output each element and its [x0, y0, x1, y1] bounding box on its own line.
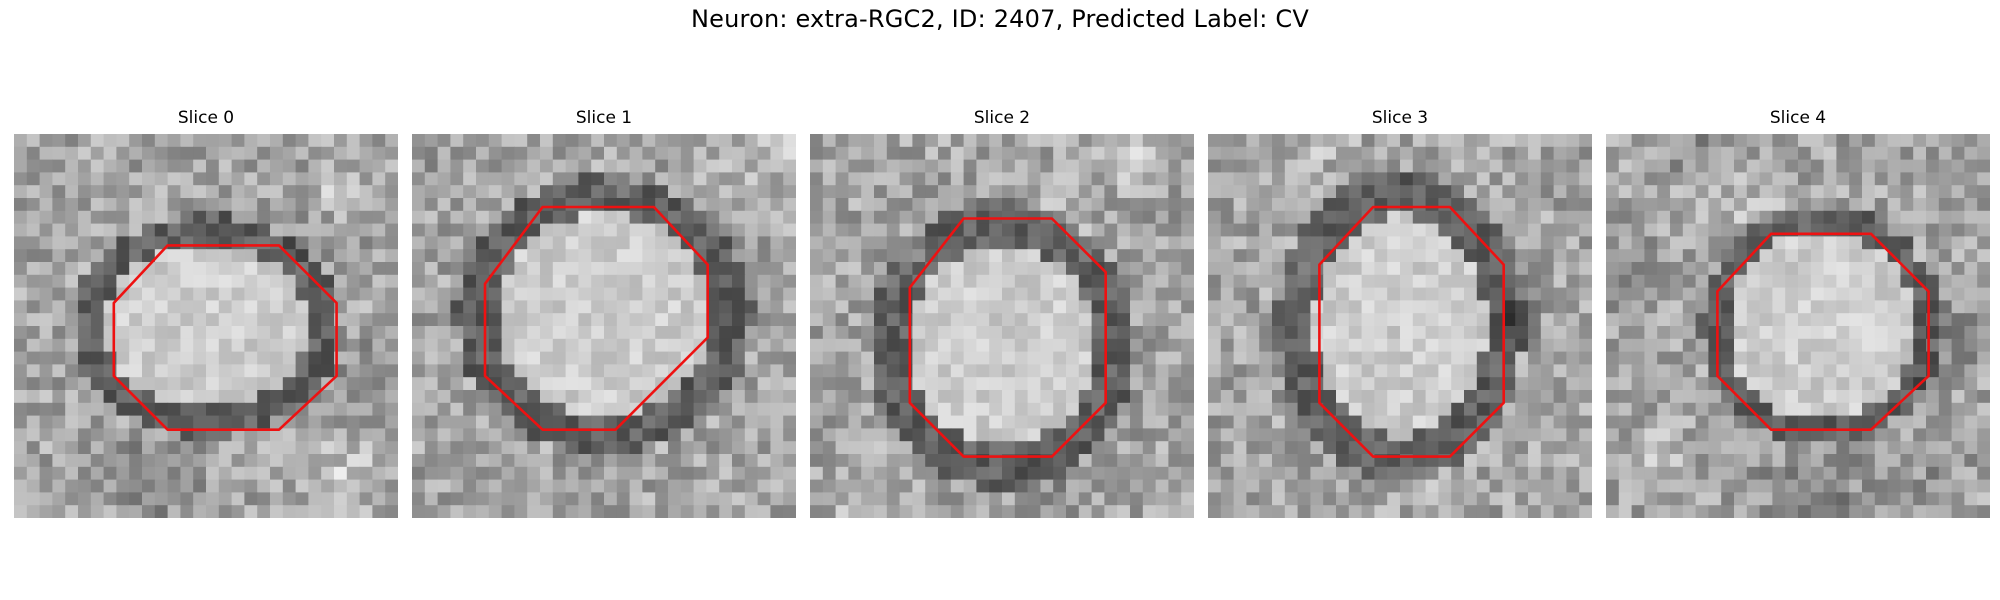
slice-4-image: [1606, 134, 1990, 518]
micrograph-pixels: [1208, 134, 1592, 518]
slice-panel-0: Slice 0: [14, 108, 398, 524]
slice-3-title: Slice 3: [1371, 108, 1429, 128]
figure-title: Neuron: extra-RGC2, ID: 2407, Predicted …: [691, 5, 1309, 33]
micrograph-pixels: [412, 134, 796, 518]
micrograph-pixels: [810, 134, 1194, 518]
slice-3-image: [1208, 134, 1592, 518]
micrograph-pixels: [14, 134, 398, 518]
slice-panel-4: Slice 4: [1606, 108, 1990, 524]
cell-outline-octagon: [1716, 232, 1930, 432]
slice-4-title: Slice 4: [1769, 108, 1827, 128]
slice-2-image: [810, 134, 1194, 518]
micrograph-pixels: [1606, 134, 1990, 518]
cell-outline-octagon: [112, 244, 338, 432]
slice-panel-2: Slice 2: [810, 108, 1194, 524]
cell-outline-octagon: [908, 217, 1108, 458]
cell-outline-octagon: [1318, 205, 1506, 458]
slice-panel-3: Slice 3: [1208, 108, 1592, 524]
slice-0-title: Slice 0: [177, 108, 235, 128]
slice-panel-1: Slice 1: [412, 108, 796, 524]
slice-1-title: Slice 1: [575, 108, 633, 128]
slice-2-title: Slice 2: [973, 108, 1031, 128]
cell-outline-octagon: [483, 205, 710, 432]
slice-0-image: [14, 134, 398, 518]
slice-1-image: [412, 134, 796, 518]
